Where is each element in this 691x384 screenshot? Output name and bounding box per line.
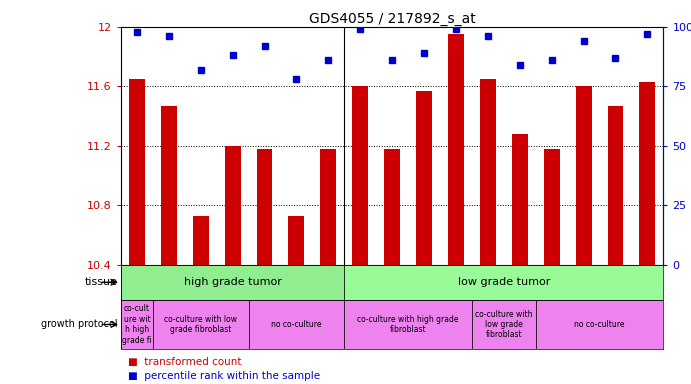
Bar: [576, 86, 591, 265]
Bar: [193, 216, 209, 265]
Bar: [639, 82, 655, 265]
Bar: [344, 300, 472, 349]
Bar: [121, 300, 153, 349]
Bar: [536, 300, 663, 349]
Bar: [607, 106, 623, 265]
Text: ■  percentile rank within the sample: ■ percentile rank within the sample: [128, 371, 320, 381]
Bar: [344, 265, 663, 300]
Text: growth protocol: growth protocol: [41, 319, 117, 329]
Bar: [225, 146, 240, 265]
Bar: [384, 149, 400, 265]
Text: co-culture with low
grade fibroblast: co-culture with low grade fibroblast: [164, 315, 237, 334]
Bar: [129, 79, 145, 265]
Text: high grade tumor: high grade tumor: [184, 277, 281, 287]
Text: tissue: tissue: [84, 277, 117, 287]
Bar: [288, 216, 305, 265]
Bar: [121, 265, 344, 300]
Text: co-cult
ure wit
h high
grade fi: co-cult ure wit h high grade fi: [122, 305, 152, 344]
Text: co-culture with
low grade
fibroblast: co-culture with low grade fibroblast: [475, 310, 533, 339]
Bar: [153, 300, 249, 349]
Bar: [256, 149, 272, 265]
Bar: [512, 134, 528, 265]
Bar: [472, 300, 536, 349]
Text: low grade tumor: low grade tumor: [457, 277, 550, 287]
Bar: [448, 34, 464, 265]
Bar: [480, 79, 496, 265]
Bar: [321, 149, 337, 265]
Bar: [249, 300, 344, 349]
Text: co-culture with high grade
fibroblast: co-culture with high grade fibroblast: [357, 315, 459, 334]
Bar: [416, 91, 432, 265]
Text: no co-culture: no co-culture: [271, 320, 322, 329]
Bar: [544, 149, 560, 265]
Title: GDS4055 / 217892_s_at: GDS4055 / 217892_s_at: [309, 12, 475, 26]
Bar: [161, 106, 177, 265]
Bar: [352, 86, 368, 265]
Text: no co-culture: no co-culture: [574, 320, 625, 329]
Text: ■  transformed count: ■ transformed count: [128, 358, 241, 367]
